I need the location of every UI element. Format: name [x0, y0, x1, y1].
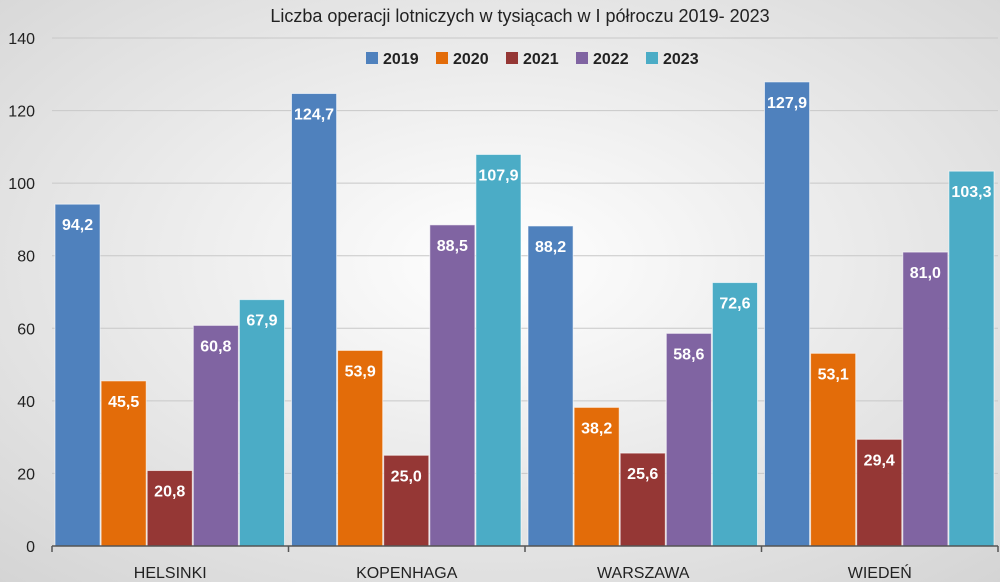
data-label: 20,8 — [154, 484, 185, 501]
category-label: KOPENHAGA — [356, 565, 458, 582]
bar-2022-3 — [902, 251, 949, 547]
data-label: 53,9 — [345, 363, 376, 380]
data-label: 45,5 — [108, 394, 139, 411]
bar-2022-0 — [192, 324, 239, 547]
legend-swatch-2023 — [646, 52, 658, 64]
data-label: 103,3 — [951, 184, 991, 201]
y-tick-label: 100 — [8, 176, 35, 193]
bar-2023-0 — [238, 299, 285, 547]
y-tick-label: 20 — [17, 466, 35, 483]
chart-title: Liczba operacji lotniczych w tysiącach w… — [270, 6, 769, 26]
bar-2023-1 — [475, 153, 522, 547]
bars — [54, 81, 995, 547]
bar-2019-1 — [291, 93, 338, 547]
data-label: 67,9 — [246, 313, 277, 330]
bar-2019-0 — [54, 203, 101, 547]
data-label: 72,6 — [719, 296, 750, 313]
data-label: 29,4 — [864, 452, 895, 469]
bar-2021-1 — [383, 454, 430, 547]
category-label: WARSZAWA — [597, 565, 690, 582]
bar-2023-2 — [711, 282, 759, 547]
bar-2020-3 — [810, 352, 857, 547]
data-label: 60,8 — [200, 338, 231, 355]
bar-2019-3 — [764, 81, 811, 547]
data-labels: 94,2 124,7 88,2 127,9 45,5 53,9 38,2 53,1 20,8 25… — [62, 95, 992, 501]
bar-2020-1 — [337, 349, 384, 547]
y-tick-label: 140 — [8, 31, 35, 48]
data-label: 88,5 — [437, 238, 468, 255]
data-label: 107,9 — [478, 167, 518, 184]
bar-2021-0 — [146, 470, 193, 547]
y-tick-label: 80 — [17, 249, 35, 266]
data-label: 53,1 — [818, 366, 849, 383]
bar-2023-3 — [948, 170, 995, 547]
bar-2021-2 — [619, 452, 666, 547]
data-label: 124,7 — [294, 107, 334, 124]
data-label: 25,0 — [391, 468, 422, 485]
y-tick-label: 0 — [26, 539, 35, 556]
data-label: 127,9 — [767, 95, 807, 112]
bar-2020-0 — [100, 380, 147, 547]
legend-swatch-2020 — [436, 52, 448, 64]
category-label: WIEDEŃ — [848, 563, 912, 582]
bar-2022-1 — [429, 224, 476, 547]
data-label: 25,6 — [627, 466, 658, 483]
data-label: 58,6 — [673, 346, 704, 363]
y-tick-label: 120 — [8, 104, 35, 121]
data-label: 88,2 — [535, 239, 566, 256]
legend-label: 2020 — [453, 51, 489, 68]
y-tick-label: 60 — [17, 321, 35, 338]
legend-label: 2022 — [593, 51, 629, 68]
data-label: 38,2 — [581, 420, 612, 437]
bar-2020-2 — [573, 406, 620, 547]
legend-label: 2019 — [383, 51, 419, 68]
bar-2021-3 — [856, 438, 903, 547]
legend-swatch-2021 — [506, 52, 518, 64]
data-label: 81,0 — [910, 265, 941, 282]
legend-swatch-2022 — [576, 52, 588, 64]
x-axis: HELSINKI KOPENHAGA WARSZAWA WIEDEŃ — [51, 545, 999, 582]
legend-swatch-2019 — [366, 52, 378, 64]
y-tick-label: 40 — [17, 394, 35, 411]
bar-2019-2 — [527, 225, 574, 547]
bar-2022-2 — [665, 332, 712, 547]
legend: 2019 2020 2021 2022 2023 — [366, 51, 699, 68]
legend-label: 2021 — [523, 51, 559, 68]
category-label: HELSINKI — [134, 565, 207, 582]
y-axis-ticks: 0 20 40 60 80 100 120 140 — [8, 31, 35, 556]
legend-label: 2023 — [663, 51, 699, 68]
data-label: 94,2 — [62, 217, 93, 234]
